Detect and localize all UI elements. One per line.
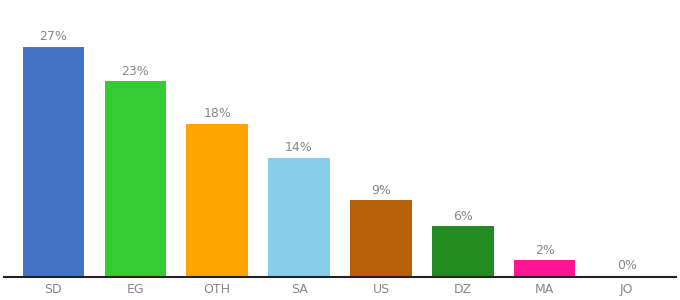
Text: 14%: 14%: [285, 141, 313, 154]
Bar: [514, 260, 575, 277]
Text: 0%: 0%: [617, 259, 636, 272]
Text: 27%: 27%: [39, 30, 67, 44]
Bar: [432, 226, 494, 277]
Bar: [350, 200, 411, 277]
Bar: [186, 124, 248, 277]
Bar: [105, 81, 166, 277]
Text: 23%: 23%: [121, 64, 149, 78]
Text: 9%: 9%: [371, 184, 391, 197]
Text: 2%: 2%: [535, 244, 555, 257]
Bar: [269, 158, 330, 277]
Text: 18%: 18%: [203, 107, 231, 120]
Bar: [22, 47, 84, 277]
Text: 6%: 6%: [453, 210, 473, 223]
